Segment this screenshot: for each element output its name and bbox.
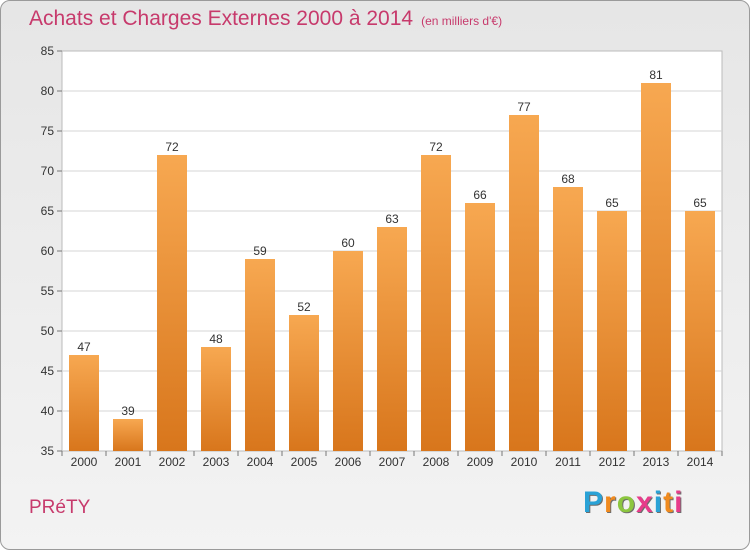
x-tick-label: 2007: [379, 455, 406, 469]
logo-letter: i: [674, 486, 684, 519]
bar-2001: [113, 419, 143, 451]
bar-2009: [465, 203, 495, 451]
value-label: 81: [649, 68, 663, 82]
value-label: 59: [253, 244, 267, 258]
y-tick-label: 35: [41, 444, 55, 458]
value-label: 39: [121, 404, 135, 418]
y-tick-label: 85: [41, 44, 55, 58]
value-label: 48: [209, 332, 223, 346]
bar-2014: [685, 211, 715, 451]
x-tick-label: 2003: [203, 455, 230, 469]
y-tick-label: 45: [41, 364, 55, 378]
y-tick-label: 60: [41, 244, 55, 258]
bar-2002: [157, 155, 187, 451]
y-tick-label: 70: [41, 164, 55, 178]
chart-title: Achats et Charges Externes 2000 à 2014 (e…: [29, 7, 502, 31]
x-tick-label: 2009: [467, 455, 494, 469]
logo-letter: r: [604, 486, 617, 519]
proxiti-logo: Proxiti: [583, 486, 683, 520]
bar-2003: [201, 347, 231, 451]
value-label: 52: [297, 300, 311, 314]
x-tick-label: 2006: [335, 455, 362, 469]
location-label: PRéTY: [29, 497, 91, 518]
value-label: 65: [605, 196, 619, 210]
x-tick-label: 2004: [247, 455, 274, 469]
value-label: 72: [429, 140, 443, 154]
bar-2012: [597, 211, 627, 451]
logo-letter: i: [653, 486, 664, 519]
bar-2011: [553, 187, 583, 451]
y-tick-label: 40: [41, 404, 55, 418]
value-label: 60: [341, 236, 355, 250]
x-tick-label: 2000: [71, 455, 98, 469]
logo-letter: t: [663, 486, 675, 519]
x-tick-label: 2013: [643, 455, 670, 469]
bar-2000: [69, 355, 99, 451]
x-tick-label: 2010: [511, 455, 538, 469]
y-tick-label: 55: [41, 284, 55, 298]
value-label: 72: [165, 140, 179, 154]
x-tick-label: 2011: [555, 455, 581, 469]
bar-2005: [289, 315, 319, 451]
value-label: 65: [693, 196, 707, 210]
y-tick-label: 80: [41, 84, 55, 98]
chart-title-text: Achats et Charges Externes 2000 à 2014: [29, 7, 414, 30]
value-label: 66: [473, 188, 487, 202]
bar-2007: [377, 227, 407, 451]
bar-2006: [333, 251, 363, 451]
bar-2004: [245, 259, 275, 451]
value-label: 77: [517, 100, 531, 114]
chart-subtitle: (en milliers d'€): [421, 14, 503, 28]
y-tick-label: 75: [41, 124, 55, 138]
y-tick-label: 50: [41, 324, 55, 338]
bar-2010: [509, 115, 539, 451]
x-tick-label: 2012: [599, 455, 626, 469]
bar-2013: [641, 83, 671, 451]
bar-2008: [421, 155, 451, 451]
x-tick-label: 2014: [687, 455, 714, 469]
y-tick-label: 65: [41, 204, 55, 218]
x-tick-label: 2005: [291, 455, 318, 469]
value-label: 63: [385, 212, 399, 226]
x-tick-label: 2002: [159, 455, 186, 469]
x-tick-label: 2008: [423, 455, 450, 469]
value-label: 47: [77, 340, 91, 354]
x-tick-label: 2001: [115, 455, 142, 469]
logo-letter: o: [616, 486, 637, 519]
logo-letter: x: [636, 486, 654, 519]
logo-letter: P: [583, 486, 605, 519]
value-label: 68: [561, 172, 575, 186]
